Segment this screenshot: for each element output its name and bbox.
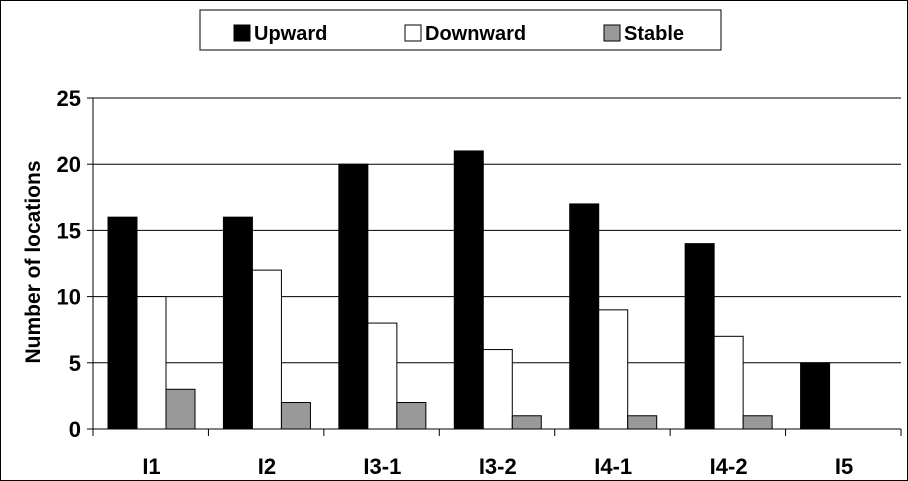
bar-downward-i4-2 — [713, 335, 744, 430]
x-tick-label: I4-2 — [710, 454, 748, 479]
bar-upward-i1 — [107, 216, 138, 430]
y-axis-label: Number of locations — [22, 160, 45, 363]
bar-downward-i2 — [251, 269, 282, 430]
bar-stable-i3-2 — [511, 415, 542, 430]
bar-stable-i2 — [280, 402, 311, 430]
bar-stable-i1 — [165, 388, 196, 430]
bar-downward-i3-1 — [367, 322, 398, 430]
bar-downward-i3-2 — [482, 349, 513, 430]
x-tick-label: I5 — [835, 454, 853, 479]
legend-box — [199, 9, 722, 51]
legend: Upward Downward Stable — [199, 9, 722, 51]
legend-label-upward: Upward — [254, 23, 327, 45]
bar-upward-i4-2 — [684, 243, 715, 430]
bar-upward-i3-1 — [338, 163, 369, 430]
legend-swatch-upward — [233, 24, 251, 42]
bar-downward-i1 — [136, 296, 167, 430]
legend-label-downward: Downward — [425, 23, 526, 45]
gridlines — [93, 97, 901, 364]
x-tick-label: I3-2 — [479, 454, 517, 479]
bar-stable-i4-2 — [742, 415, 773, 430]
bar-upward-i3-2 — [453, 150, 484, 430]
y-tick-label: 15 — [57, 218, 81, 243]
legend-label-stable: Stable — [624, 23, 684, 45]
axes — [87, 97, 902, 436]
bar-stable-i3-1 — [396, 402, 427, 430]
x-tick-label: I4-1 — [594, 454, 632, 479]
y-tick-label: 5 — [69, 351, 81, 376]
x-tick-label: I2 — [258, 454, 276, 479]
legend-swatch-downward — [404, 24, 422, 42]
x-tick-label: I3-1 — [363, 454, 401, 479]
y-tick-label: 0 — [69, 417, 81, 442]
bar-upward-i4-1 — [569, 203, 600, 430]
bar-upward-i2 — [222, 216, 253, 430]
bar-downward-i4-1 — [598, 309, 629, 430]
x-tick-label: I1 — [142, 454, 160, 479]
y-tick-label: 20 — [57, 152, 81, 177]
y-tick-label: 25 — [57, 86, 81, 111]
bar-stable-i4-1 — [627, 415, 658, 430]
y-tick-label: 10 — [57, 285, 81, 310]
tick-labels: 0 5 10 15 20 25 I1 I2 I3-1 I3-2 I4-1 I4-2 I5 — [57, 86, 854, 479]
legend-swatch-stable — [603, 24, 621, 42]
bar-upward-i5 — [800, 362, 831, 430]
bars — [107, 150, 831, 430]
